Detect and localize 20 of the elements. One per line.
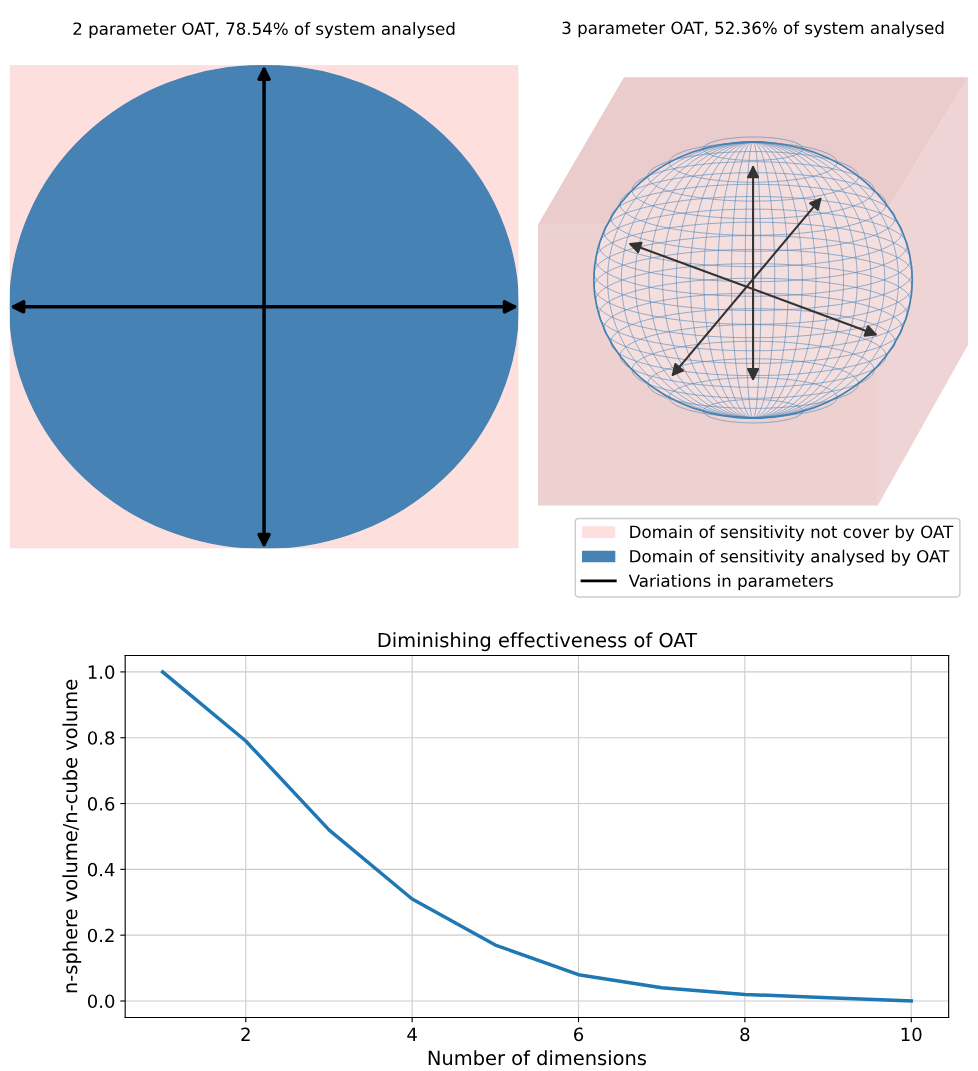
x-axis-title: Number of dimensions [428,1050,647,1066]
y-tick-label: 1.0 [88,665,115,680]
legend-label: Domain of sensitivity not cover by OAT [630,525,954,542]
text: 3 parameter OAT, 52.36% of system analysed [562,21,944,38]
x-tick-label: 8 [740,1027,750,1042]
legend-label: Variations in parameters [628,574,833,591]
x-tick-label: 6 [574,1027,584,1042]
y-tick-label: 0.8 [87,731,115,745]
y-tick-label: 0.6 [87,797,115,811]
legend-label: Domain of sensitivity analysed by OAT [630,549,950,566]
x-tick-label: 10 [901,1027,922,1042]
y-tick-label: 0.0 [87,994,115,1009]
x-tick-label: 4 [407,1027,417,1041]
chart-title: Diminishing effectiveness of OAT [378,632,698,652]
text: 2 parameter OAT, 78.54% of system analysed [73,22,455,39]
y-axis-title: n-sphere volume/n-cube volume [62,679,82,993]
x-tick-label: 2 [241,1027,250,1041]
y-tick-label: 0.2 [87,928,114,943]
y-tick-label: 0.4 [87,862,115,877]
line-series [160,670,913,1003]
